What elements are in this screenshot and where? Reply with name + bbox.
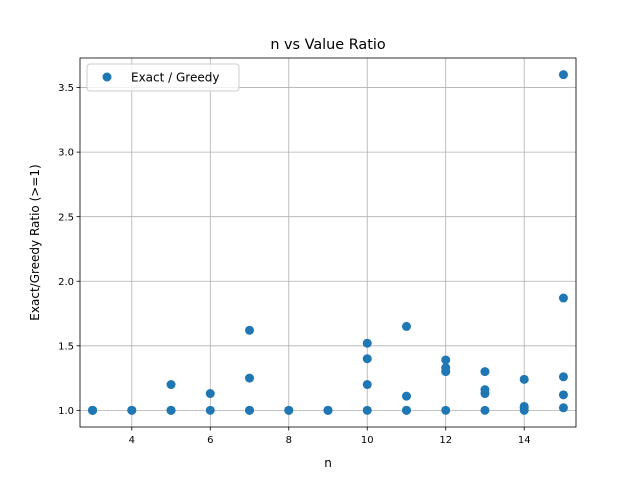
x-tick-label: 6: [207, 435, 213, 446]
data-point: [441, 363, 451, 373]
data-point: [480, 405, 490, 415]
data-point: [441, 355, 451, 365]
legend-label: Exact / Greedy: [131, 71, 219, 85]
y-axis-title: Exact/Greedy Ratio (>=1): [28, 164, 42, 320]
data-point: [166, 380, 176, 390]
y-tick-label: 2.5: [58, 212, 74, 223]
data-point: [245, 405, 255, 415]
legend-marker: [102, 72, 112, 82]
data-point: [205, 405, 215, 415]
data-point: [558, 372, 568, 382]
data-point: [245, 325, 255, 335]
grid-lines: [80, 58, 576, 427]
y-tick-label: 2.0: [58, 277, 74, 288]
data-point: [480, 367, 490, 377]
data-point: [245, 373, 255, 383]
y-tick-label: 3.0: [58, 148, 74, 159]
axis-ticks: 4 6 8 10 12 14 1.0 1.5 2.0 2.5 3.0 3.5: [58, 83, 530, 446]
data-point: [401, 391, 411, 401]
x-tick-label: 14: [518, 435, 531, 446]
data-point: [441, 405, 451, 415]
legend: Exact / Greedy: [86, 63, 240, 92]
data-point: [558, 70, 568, 80]
data-point: [362, 354, 372, 364]
data-point: [558, 293, 568, 303]
data-point: [558, 403, 568, 413]
y-tick-label: 3.5: [58, 83, 74, 94]
chart-title: n vs Value Ratio: [270, 37, 386, 53]
data-point: [166, 405, 176, 415]
data-point: [127, 405, 137, 415]
y-tick-label: 1.5: [58, 341, 74, 352]
data-point: [362, 338, 372, 348]
data-point: [519, 374, 529, 384]
data-point: [205, 389, 215, 399]
data-point: [401, 321, 411, 331]
data-point: [519, 401, 529, 411]
x-tick-label: 10: [361, 435, 374, 446]
x-tick-label: 12: [439, 435, 452, 446]
data-point: [88, 405, 98, 415]
y-tick-label: 1.0: [58, 406, 74, 417]
x-tick-label: 8: [286, 435, 292, 446]
x-tick-label: 4: [129, 435, 135, 446]
plot-frame: [79, 57, 577, 428]
data-point: [362, 405, 372, 415]
data-point: [401, 405, 411, 415]
x-axis-title: n: [324, 456, 332, 470]
data-point: [558, 390, 568, 400]
legend-box: [86, 63, 240, 92]
data-point: [362, 380, 372, 390]
data-point: [480, 385, 490, 395]
data-point: [284, 405, 294, 415]
data-point: [323, 405, 333, 415]
data-points: [88, 70, 568, 415]
